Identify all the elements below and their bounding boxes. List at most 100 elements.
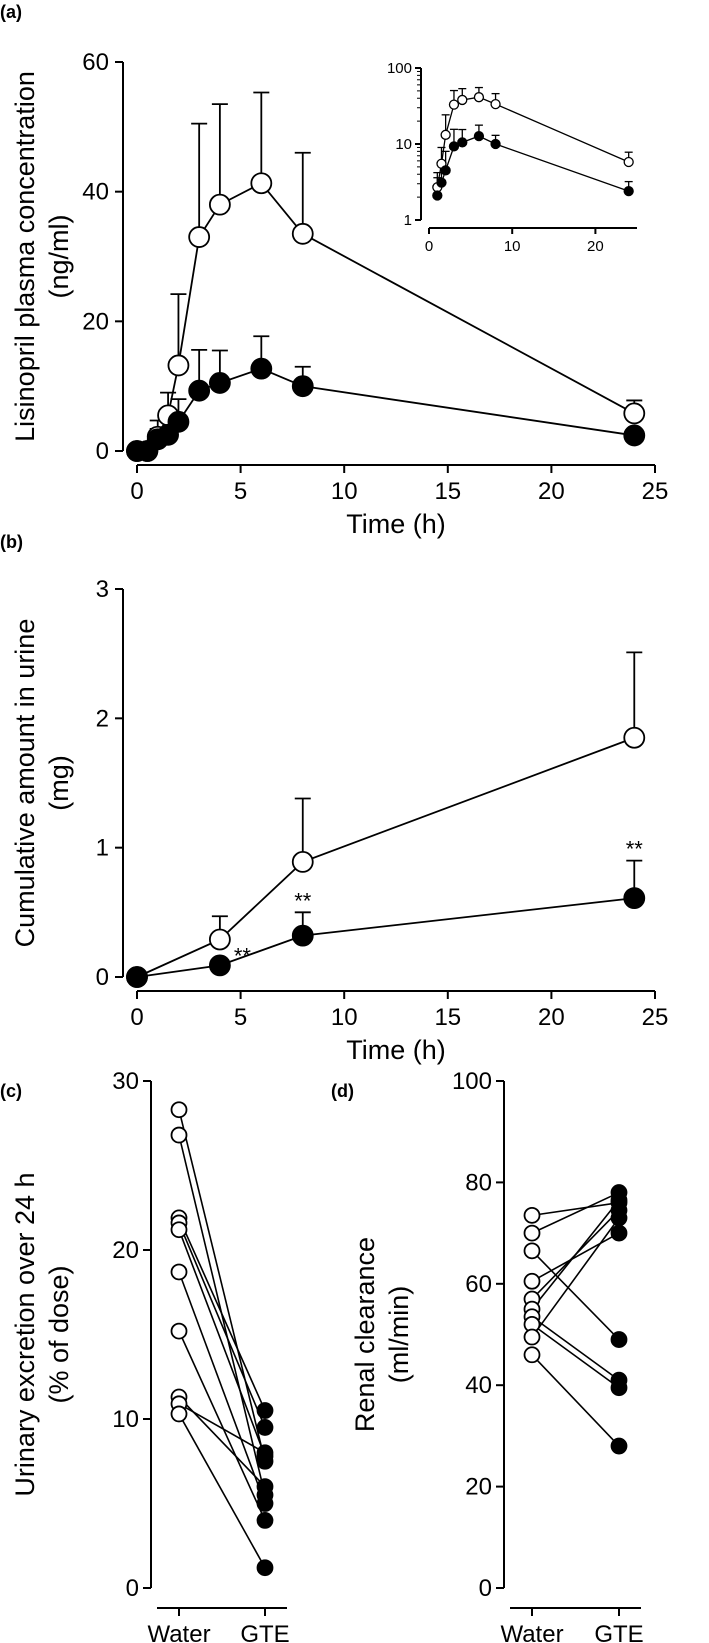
x-tick-label: 10	[331, 1004, 358, 1031]
water-data-point	[170, 1263, 188, 1281]
inset-x-tick-label: 0	[425, 238, 433, 255]
water-data-point	[167, 354, 190, 377]
x-tick-label: 20	[538, 1004, 565, 1031]
water-data-point	[523, 1272, 541, 1290]
panel-a-inset-log-plot: 1 10 100 0 10 20	[387, 60, 637, 255]
y-axis-title-line-1: Urinary excretion over 24 h	[10, 1172, 40, 1496]
paired-line	[178, 1217, 266, 1411]
gte-data-point	[610, 1437, 628, 1455]
water-series-line	[137, 182, 635, 452]
paired-line	[178, 1271, 266, 1504]
y-tick-label: 100	[452, 1068, 492, 1095]
gte-data-point	[256, 1478, 274, 1495]
y-tick-label: 3	[96, 576, 109, 603]
significance-marker: **	[626, 837, 644, 862]
gte-series-line	[136, 897, 635, 978]
water-data-point	[170, 1405, 188, 1423]
gte-data-point	[623, 887, 646, 910]
gte-data-point	[256, 1512, 274, 1529]
y-tick-label: 10	[112, 1406, 139, 1433]
water-data-point	[170, 1101, 188, 1119]
y-axis-title-line-2: (% of dose)	[44, 1265, 74, 1403]
y-axis-title: Cumulative amount in urine (mg)	[10, 619, 74, 948]
panel-b-cumulative-urine: (b) 0 1 2 3 0 5 10 15 20 25 Time (h) Cumulative amou…	[0, 532, 668, 1065]
y-tick-label: 0	[479, 1575, 492, 1602]
panel-label: (d)	[331, 1081, 354, 1101]
water-data-point	[523, 1206, 541, 1224]
y-axis-title: Urinary excretion over 24 h (% of dose)	[10, 1172, 74, 1496]
y-tick-label: 60	[465, 1271, 492, 1298]
water-data-point	[291, 222, 314, 245]
paired-line	[178, 1222, 266, 1428]
panel-label: (c)	[0, 1081, 22, 1101]
inset-water-data-point	[440, 129, 451, 140]
gte-data-point	[256, 1444, 274, 1462]
paired-line	[531, 1199, 620, 1310]
water-data-point	[623, 726, 646, 749]
paired-line	[178, 1403, 266, 1454]
y-tick-label: 30	[112, 1068, 139, 1095]
inset-water-data-point	[448, 99, 460, 110]
inset-gte-data-point	[436, 177, 447, 188]
water-data-point	[170, 1322, 188, 1340]
x-tick-label: 10	[331, 478, 358, 505]
y-axis-title: Lisinopril plasma concentration (ng/ml)	[10, 71, 74, 442]
x-category-label: GTE	[594, 1621, 643, 1643]
inset-gte-data-point	[432, 190, 443, 201]
y-tick-label: 0	[96, 438, 109, 465]
inset-water-data-point	[623, 156, 634, 168]
inset-water-data-point	[473, 92, 485, 103]
gte-data-point	[167, 410, 190, 433]
gte-data-point	[610, 1191, 628, 1209]
y-axis-title-line-1: Lisinopril plasma concentration	[10, 71, 40, 442]
y-tick-label: 0	[126, 1575, 139, 1602]
gte-data-point	[610, 1379, 628, 1397]
panel-c-urinary-excretion: (c) 0 10 20 30 Water GTE Urinary excretion over…	[0, 1068, 290, 1643]
y-tick-label: 60	[82, 49, 109, 76]
gte-data-point	[291, 924, 314, 947]
y-tick-label: 40	[465, 1372, 492, 1399]
x-tick-label: 5	[234, 478, 247, 505]
paired-line	[178, 1229, 266, 1457]
x-category-label: Water	[147, 1621, 210, 1643]
y-tick-label: 1	[96, 835, 109, 862]
y-axis-title: Renal clearance (ml/min)	[350, 1237, 414, 1432]
inset-gte-data-point	[623, 185, 634, 197]
gte-data-point	[208, 954, 231, 977]
paired-line	[178, 1330, 266, 1521]
gte-data-point	[256, 1419, 274, 1436]
water-data-point	[250, 172, 273, 195]
inset-gte-data-point	[440, 165, 451, 176]
y-axis-title-line-2: (mg)	[44, 755, 74, 811]
x-axis-title: Time (h)	[346, 509, 446, 539]
water-data-point	[188, 226, 211, 248]
paired-line	[531, 1217, 620, 1338]
inset-gte-data-point	[448, 141, 460, 152]
x-tick-label: 25	[642, 478, 669, 505]
water-series-line	[136, 736, 635, 978]
panel-label: (a)	[0, 2, 22, 22]
x-tick-label: 15	[434, 1004, 461, 1031]
gte-data-point	[188, 379, 211, 402]
y-tick-label: 2	[96, 705, 109, 732]
x-axis-title: Time (h)	[346, 1035, 446, 1065]
y-tick-label: 20	[112, 1237, 139, 1264]
inset-y-tick-label: 10	[395, 136, 412, 153]
y-axis-title-line-2: (ml/min)	[384, 1286, 414, 1383]
paired-line	[531, 1323, 620, 1389]
x-tick-label: 5	[234, 1004, 247, 1031]
inset-water-data-point	[457, 94, 468, 106]
y-tick-label: 0	[96, 964, 109, 991]
gte-data-point	[250, 357, 273, 380]
paired-line	[178, 1413, 266, 1569]
x-tick-label: 0	[130, 1004, 143, 1031]
inset-water-data-point	[490, 98, 501, 110]
gte-data-point	[256, 1402, 274, 1419]
x-tick-label: 25	[642, 1004, 669, 1031]
paired-line	[531, 1250, 620, 1341]
paired-line	[531, 1354, 620, 1447]
water-data-point	[523, 1242, 541, 1260]
paired-line	[531, 1316, 620, 1381]
gte-data-point	[126, 966, 148, 988]
